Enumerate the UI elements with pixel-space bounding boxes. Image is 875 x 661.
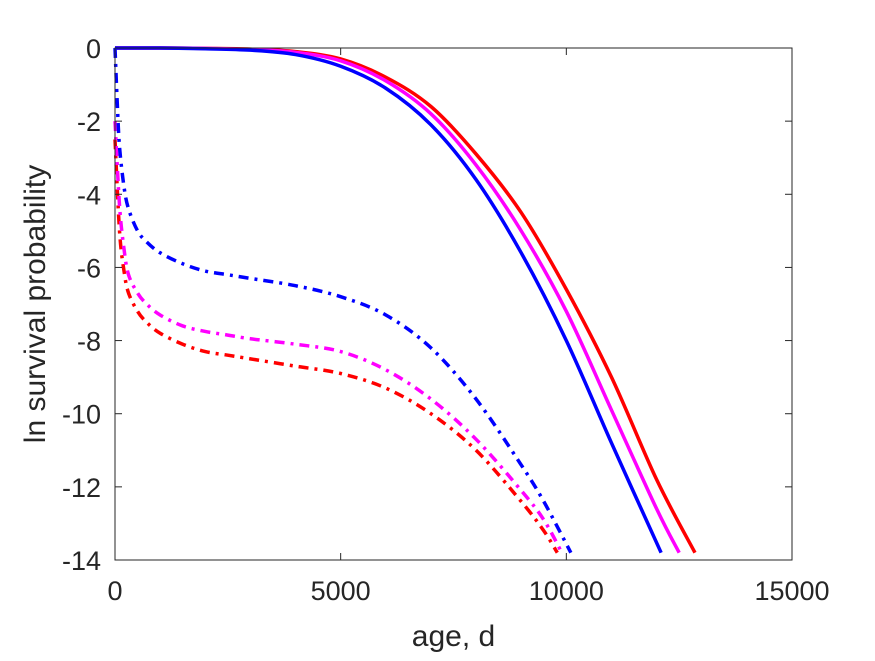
x-tick-label: 15000	[754, 576, 829, 606]
y-tick-label: -4	[77, 180, 101, 210]
y-tick-label: -10	[62, 400, 101, 430]
series-line-5	[113, 121, 564, 554]
series-line-6	[113, 47, 573, 554]
y-tick-label: -2	[77, 107, 101, 137]
plot-frame	[114, 47, 793, 561]
y-axis: 0 -2 -4 -6 -8 -10 -12 -14	[62, 34, 792, 576]
x-tick-label: 0	[107, 576, 122, 606]
y-tick-label: 0	[86, 34, 101, 64]
series-line-2	[114, 46, 681, 554]
x-axis: 0 5000 10000 15000	[107, 48, 830, 606]
series-line-3	[114, 46, 663, 554]
x-tick-label: 5000	[311, 576, 371, 606]
plot-lines	[113, 46, 697, 554]
y-tick-label: -12	[62, 473, 101, 503]
series-line-4	[113, 139, 559, 554]
y-axis-label: ln survival probability	[19, 165, 52, 443]
y-tick-label: -14	[62, 546, 101, 576]
y-tick-label: -8	[77, 327, 101, 357]
series-line-1	[114, 46, 697, 554]
y-tick-label: -6	[77, 253, 101, 283]
x-axis-label: age, d	[412, 620, 495, 653]
x-tick-label: 10000	[529, 576, 604, 606]
